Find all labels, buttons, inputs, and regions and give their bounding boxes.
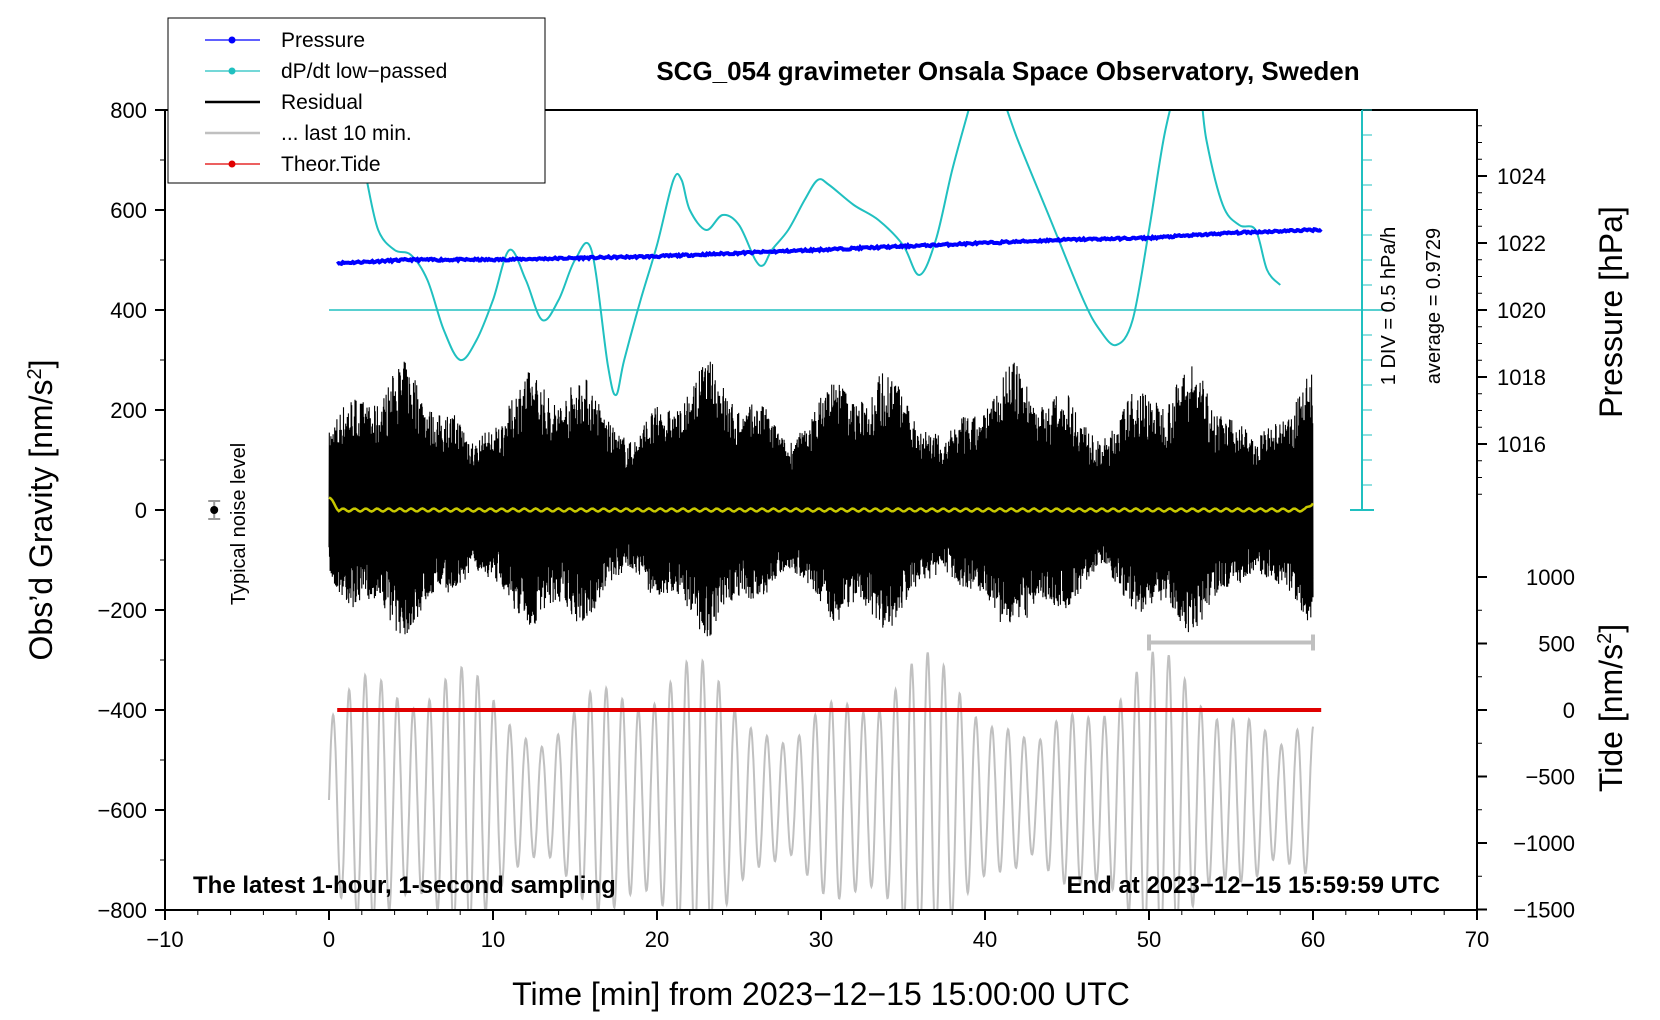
y-tick-label: 0: [135, 498, 147, 523]
dpdt-average-label: average = 0.9729: [1423, 228, 1445, 384]
x-tick-label: 50: [1137, 927, 1161, 952]
legend-label: ... last 10 min.: [281, 122, 412, 145]
noise-point: [210, 506, 219, 514]
tide-tick-label: 1000: [1526, 565, 1575, 590]
y-tick-label: 200: [110, 398, 147, 423]
y-axis-label-pressure: Pressure [hPa]: [1593, 206, 1629, 418]
y-tick-label: 400: [110, 298, 147, 323]
legend-marker: [228, 67, 236, 75]
x-tick-label: 60: [1301, 927, 1325, 952]
y-tick-label: −400: [97, 698, 147, 723]
legend-label: dP/dt low−passed: [281, 60, 447, 83]
tide-tick-label: −500: [1525, 765, 1575, 790]
note-sampling: The latest 1-hour, 1-second sampling: [193, 872, 616, 899]
plot-area: [208, 110, 1387, 910]
tide-tick-label: −1000: [1513, 831, 1575, 856]
x-tick-label: 70: [1465, 927, 1489, 952]
legend-label: Pressure: [281, 29, 365, 52]
x-tick-label: −10: [146, 927, 183, 952]
dpdt-div-label: 1 DIV = 0.5 hPa/h: [1378, 227, 1400, 385]
legend-marker: [228, 36, 236, 44]
tide-tick-label: 0: [1563, 698, 1575, 723]
y-tick-label: 800: [110, 98, 147, 123]
x-tick-label: 40: [973, 927, 997, 952]
legend: Pressure dP/dt low−passed Residual ... last…: [167, 17, 546, 184]
dpdt-scale-axis: [1350, 109, 1374, 511]
pressure-tick-label: 1020: [1497, 298, 1546, 323]
series-residual: [328, 361, 1314, 637]
y-axis-pressure: 1024 1022 1020 1018 1016: [1477, 125, 1546, 495]
y-tick-label: 600: [110, 198, 147, 223]
tide-tick-label: 500: [1538, 632, 1575, 657]
x-tick-label: 0: [323, 927, 335, 952]
legend-label: Residual: [281, 91, 363, 114]
series-dpdt: [365, 110, 1281, 396]
pressure-tick-label: 1024: [1497, 164, 1546, 189]
y-tick-label: −200: [97, 598, 147, 623]
x-axis-label: Time [min] from 2023−12−15 15:00:00 UTC: [512, 976, 1130, 1012]
tide-tick-label: −1500: [1513, 898, 1575, 923]
note-end-time: End at 2023−12−15 15:59:59 UTC: [1066, 872, 1440, 899]
chart-title: SCG_054 gravimeter Onsala Space Observat…: [656, 56, 1359, 86]
y-tick-label: −600: [97, 798, 147, 823]
y-axis-tide: 1000 500 0 −500 −1000 −1500: [1477, 565, 1575, 923]
series-last-10-min: [328, 651, 1314, 910]
x-tick-label: 10: [481, 927, 505, 952]
x-tick-label: 30: [809, 927, 833, 952]
y-axis-label-tide: Tide [nm/s2]: [1593, 624, 1629, 792]
pressure-tick-label: 1022: [1497, 231, 1546, 256]
series-pressure: [336, 227, 1323, 267]
x-tick-label: 20: [645, 927, 669, 952]
legend-label: Theor.Tide: [281, 153, 381, 176]
y-axis-label-gravity: Obs’d Gravity [nm/s2]: [23, 360, 59, 661]
y-axis-gravity: 800 600 400 200 0 −200 −400 −600 −800: [97, 98, 165, 923]
y-tick-label: −800: [97, 898, 147, 923]
pressure-tick-label: 1016: [1497, 432, 1546, 457]
legend-box: [167, 17, 546, 184]
series-lowpass-residual: [328, 496, 1314, 513]
noise-level-label: Typical noise level: [228, 443, 250, 605]
x-axis: −10 0 10 20 30 40 50 60 70: [146, 910, 1489, 952]
pressure-tick-label: 1018: [1497, 365, 1546, 390]
legend-marker: [228, 160, 236, 168]
